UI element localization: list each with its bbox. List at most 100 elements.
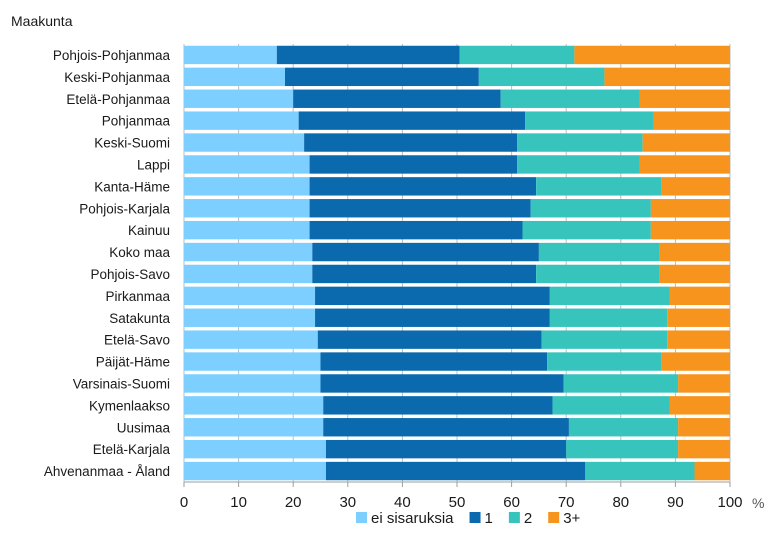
bar-segment	[309, 199, 531, 218]
bar-segment	[642, 133, 730, 152]
legend-label: ei sisaruksia	[371, 510, 454, 527]
bar-segment	[563, 374, 679, 393]
bar-segment	[312, 242, 539, 262]
bar-segment	[667, 330, 730, 349]
bar-segment	[304, 133, 518, 152]
bar-segment	[298, 111, 526, 130]
bar-segment	[678, 439, 730, 459]
category-label: Päijät-Häme	[96, 355, 170, 370]
x-tick-label: 50	[449, 494, 466, 511]
y-axis-label: Maakunta	[11, 13, 73, 29]
bar-segment	[309, 177, 537, 196]
bar-segment	[184, 330, 318, 349]
bar-segment	[669, 396, 730, 415]
grid-lines	[183, 44, 731, 482]
bar-segment	[650, 199, 730, 218]
bar-segment	[585, 461, 695, 481]
bar-segment	[659, 264, 730, 284]
bar-segment	[538, 242, 660, 262]
bar-segment	[184, 286, 316, 306]
bar-segment	[285, 67, 479, 87]
legend-swatch	[508, 512, 520, 523]
category-label: Satakunta	[109, 311, 170, 326]
x-tick-label: 10	[230, 494, 247, 511]
legend: ei sisaruksia 1 2 3+	[356, 510, 581, 527]
x-tick-label: 70	[558, 494, 575, 511]
bar-segment	[315, 286, 550, 306]
bar-segment	[568, 418, 679, 437]
category-labels: Pohjois-Pohjanmaa Keski-Pohjanmaa Etelä-Po…	[44, 48, 171, 479]
bar-segment	[184, 461, 326, 481]
x-tick-label: 80	[612, 494, 629, 511]
bar-segment	[459, 45, 575, 65]
category-label: Kymenlaakso	[89, 398, 170, 413]
bar-segment	[325, 439, 567, 459]
bar-segment	[517, 155, 640, 174]
bar-segment	[184, 352, 321, 371]
bar-segment	[659, 242, 730, 262]
category-label: Pirkanmaa	[105, 289, 170, 304]
bar-segment	[678, 374, 730, 393]
x-tick-label: 0	[180, 494, 188, 511]
bars	[184, 45, 730, 481]
bar-segment	[574, 45, 730, 65]
category-label: Etelä-Pohjanmaa	[66, 92, 170, 107]
bar-segment	[317, 330, 542, 349]
bar-segment	[549, 286, 670, 306]
bar-segment	[184, 308, 316, 327]
bar-segment	[500, 89, 640, 108]
x-tick-label: 40	[394, 494, 411, 511]
bar-segment	[184, 220, 310, 240]
bar-segment	[536, 177, 662, 196]
x-axis-unit: %	[752, 495, 764, 511]
bar-segment	[678, 418, 730, 437]
bar-segment	[639, 89, 730, 108]
bar-segment	[309, 155, 518, 174]
bar-segment	[517, 133, 643, 152]
bar-segment	[478, 67, 605, 87]
legend-label: 1	[485, 510, 493, 527]
category-label: Etelä-Savo	[104, 333, 170, 348]
bar-segment	[184, 199, 310, 218]
bar-segment	[309, 220, 523, 240]
category-label: Uusimaa	[117, 420, 171, 435]
category-label: Pohjois-Karjala	[79, 201, 170, 216]
bar-segment	[667, 308, 730, 327]
category-label: Kanta-Häme	[94, 179, 170, 194]
bar-segment	[669, 286, 730, 306]
bar-segment	[525, 111, 654, 130]
bar-segment	[549, 308, 668, 327]
bar-segment	[541, 330, 668, 349]
bar-segment	[184, 177, 310, 196]
bar-segment	[323, 396, 553, 415]
bar-segment	[312, 264, 537, 284]
x-tick-label: 100	[717, 494, 742, 511]
legend-label: 3+	[563, 510, 580, 527]
bar-segment	[661, 352, 730, 371]
bar-segment	[184, 374, 321, 393]
bar-segment	[661, 177, 730, 196]
category-label: Koko maa	[109, 245, 170, 260]
bar-segment	[566, 439, 679, 459]
bar-segment	[536, 264, 660, 284]
bar-segment	[293, 89, 501, 108]
category-label: Kainuu	[128, 223, 170, 238]
bar-segment	[552, 396, 670, 415]
x-tick-label: 20	[285, 494, 302, 511]
bar-segment	[184, 242, 313, 262]
category-label: Pohjois-Pohjanmaa	[53, 48, 171, 63]
bar-segment	[604, 67, 730, 87]
bar-segment	[184, 155, 310, 174]
bar-segment	[323, 418, 569, 437]
bar-segment	[184, 133, 305, 152]
category-label: Etelä-Karjala	[93, 442, 171, 457]
legend-label: 2	[524, 510, 532, 527]
bar-segment	[315, 308, 550, 327]
bar-segment	[650, 220, 730, 240]
x-tick-label: 60	[503, 494, 520, 511]
bar-segment	[547, 352, 662, 371]
bar-segment	[325, 461, 586, 481]
legend-swatch	[469, 512, 481, 523]
category-label: Pohjois-Savo	[90, 267, 170, 282]
bar-segment	[184, 439, 326, 459]
